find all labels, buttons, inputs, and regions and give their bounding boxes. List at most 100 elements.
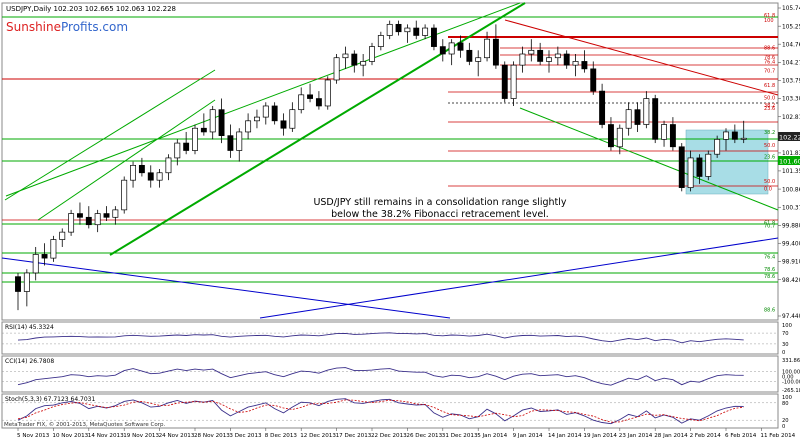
candle-body	[298, 94, 305, 111]
candle-body	[590, 68, 597, 92]
fib-label: 38.2	[764, 103, 775, 109]
fib-label: 78.6	[764, 55, 775, 61]
candle-body	[360, 61, 367, 66]
date-tick-label: 19 Nov 2013	[123, 433, 159, 439]
date-tick-label: 22 Dec 2013	[371, 433, 407, 439]
current-price-tag: 102.228	[778, 132, 800, 142]
date-tick-label: 23 Jan 2014	[619, 433, 653, 439]
candle-body	[165, 157, 172, 174]
candle-body	[669, 124, 676, 148]
candle-body	[85, 216, 92, 226]
price-tick-label: 103.300	[782, 97, 800, 103]
candle-body	[254, 116, 260, 122]
fib-label: 88.6	[764, 45, 775, 51]
indicator-tick-label: 70	[782, 331, 789, 337]
candle-body	[563, 53, 570, 66]
candle-body	[714, 139, 721, 155]
candle-body	[528, 49, 535, 55]
candle-body	[492, 38, 499, 66]
fib-label: 50.0	[764, 143, 775, 149]
candle-body	[156, 172, 163, 181]
fib-label: 78.6	[764, 267, 775, 273]
channel-lower-line	[37, 99, 216, 221]
fib-label: 50.0	[764, 179, 775, 185]
marked-price-label: 101.606	[779, 158, 800, 166]
price-tick-label: 97.440	[782, 314, 800, 320]
candle-body	[307, 94, 314, 99]
fib-label: 23.6	[764, 106, 775, 112]
candle-body	[262, 105, 269, 118]
candle-body	[501, 64, 508, 99]
annotation-line-2: below the 38.2% Fibonacci retracement le…	[331, 209, 549, 220]
symbol-header: USDJPY,Daily 102.203 102.665 102.063 102…	[6, 5, 176, 13]
horizontal-levels	[2, 16, 778, 283]
indicator-tick-label: 0.00	[782, 375, 794, 381]
candle-body	[422, 27, 429, 36]
candle-body	[209, 109, 216, 133]
candle-body	[121, 179, 128, 211]
current-price-label: 102.228	[779, 134, 800, 142]
fib-label: 61.8	[764, 220, 775, 226]
stoch-title: Stoch(5,3,3) 67.7123 64.7031	[5, 396, 96, 403]
fib-label: 61.8	[764, 83, 775, 89]
rsi-panel: 100 70 30 0	[2, 323, 792, 356]
indicator-series-line	[17, 332, 744, 344]
candle-body	[386, 23, 393, 36]
indicator-tick-label: -100.00	[782, 380, 800, 386]
date-tick-label: 3 Dec 2013	[229, 433, 262, 439]
candle-body	[448, 42, 455, 55]
fib-label: 76.4	[764, 59, 775, 65]
candle-body	[76, 213, 83, 218]
stoch-panel-frame	[1, 393, 779, 429]
blue-up-line	[259, 237, 779, 319]
candle-body	[616, 127, 623, 148]
indicator-tick-label: 0	[782, 350, 785, 356]
indicator-series-line	[17, 367, 744, 386]
fib-label: 76.4	[764, 254, 775, 260]
fib-labels: 61.810088.678.676.470.761.850.038.223.63…	[764, 13, 775, 313]
date-tick-label: 6 Feb 2014	[725, 433, 757, 439]
indicator-tick-label: 0	[782, 424, 785, 430]
candle-body	[200, 127, 207, 133]
candle-body	[174, 142, 181, 159]
cci-panel: 331.8645 100.000.00-100.00 -265.1842	[2, 358, 800, 394]
fib-label: 61.8	[764, 13, 775, 19]
candle-body	[94, 213, 101, 226]
candle-body	[271, 105, 278, 122]
date-tick-label: 24 Nov 2013	[159, 433, 195, 439]
price-tick-label: 105.740	[782, 6, 800, 12]
brand-profits-text: Profits.com	[61, 20, 128, 34]
fib-label: 0.0	[764, 187, 772, 193]
cci-panel-frame	[1, 355, 779, 393]
annotation-line-1: USD/JPY still remains in a consolidation…	[313, 197, 566, 208]
candle-body	[50, 239, 57, 259]
date-tick-label: 28 Jan 2014	[654, 433, 688, 439]
price-tick-label: 99.400	[782, 241, 800, 247]
candle-body	[510, 64, 517, 99]
candle-body	[183, 142, 190, 151]
cci-title: CCI(14) 26.7808	[5, 358, 54, 365]
fib-label: 70.7	[764, 69, 775, 75]
indicator-tick-label: 100	[782, 395, 792, 401]
indicator-tick-label: 331.8645	[782, 358, 800, 364]
price-tick-label: 98.420	[782, 278, 800, 284]
date-tick-label: 10 Nov 2013	[52, 433, 88, 439]
channel-upper-line	[4, 69, 216, 201]
candle-body	[546, 57, 552, 62]
date-tick-label: 14 Jan 2014	[548, 433, 582, 439]
price-tick-label: 104.765	[782, 42, 800, 48]
price-tick-label: 101.835	[782, 151, 800, 157]
date-tick-label: 5 Jan 2014	[477, 433, 507, 439]
date-tick-label: 31 Dec 2013	[442, 433, 478, 439]
candle-body	[315, 98, 322, 107]
trend-lines	[1, 2, 779, 319]
candle-body	[634, 109, 641, 125]
candle-body	[581, 61, 588, 70]
copyright-text: MetaTrader FIX, © 2001-2013, MetaQuotes …	[4, 421, 165, 428]
candle-body	[112, 209, 119, 218]
candle-body	[643, 98, 650, 125]
fibonacci-levels	[2, 47, 778, 221]
candle-body	[413, 27, 420, 36]
resistance-trend-line	[504, 19, 779, 96]
